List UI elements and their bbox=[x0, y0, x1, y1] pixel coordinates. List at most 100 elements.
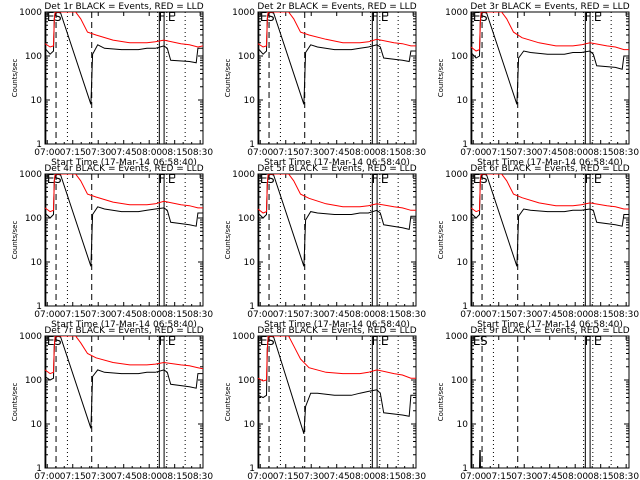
x-tick-label: 08:30 bbox=[187, 148, 213, 158]
x-tick-label: 08:30 bbox=[187, 310, 213, 320]
f-flag-label: F bbox=[372, 172, 379, 186]
y-tick-label: 100 bbox=[451, 52, 468, 62]
events-series-line bbox=[258, 336, 416, 434]
x-tick-label: 08:15 bbox=[162, 148, 188, 158]
x-tick-label: 08:00 bbox=[349, 472, 375, 480]
plot-frame bbox=[44, 173, 204, 307]
y-tick-label: 10 bbox=[31, 96, 43, 106]
y-tick-label: 1 bbox=[249, 140, 255, 150]
y-tick-label: 10 bbox=[244, 258, 256, 268]
x-tick-label: 08:15 bbox=[588, 148, 614, 158]
s-flag-label: S bbox=[54, 10, 62, 24]
x-tick-label: 07:30 bbox=[511, 148, 537, 158]
y-tick-label: 100 bbox=[238, 214, 255, 224]
lld-series-line bbox=[45, 12, 203, 48]
y-axis-label: Counts/sec bbox=[437, 383, 445, 422]
lld-series-line bbox=[258, 174, 416, 214]
y-axis-label: Counts/sec bbox=[437, 221, 445, 260]
x-tick-label: 07:15 bbox=[486, 310, 512, 320]
x-tick-label: 08:15 bbox=[375, 472, 401, 480]
x-tick-label: 07:30 bbox=[85, 472, 111, 480]
plot-frame bbox=[257, 173, 417, 307]
f-flag-label: F bbox=[372, 334, 379, 348]
s-flag-label: S bbox=[267, 10, 275, 24]
s-flag-label: S bbox=[480, 10, 488, 24]
x-tick-label: 08:15 bbox=[375, 148, 401, 158]
y-tick-label: 1000 bbox=[19, 332, 42, 342]
x-tick-label: 08:00 bbox=[562, 310, 588, 320]
chart-panel-1: Det 1r BLACK = Events, RED = LLD 1 10 100 10… bbox=[11, 2, 213, 168]
x-tick-label: 07:00 bbox=[34, 310, 60, 320]
chart-panel-2: Det 2r BLACK = Events, RED = LLD 1 10 100 10… bbox=[224, 2, 426, 168]
events-series-line bbox=[258, 174, 416, 267]
x-tick-label: 08:15 bbox=[375, 310, 401, 320]
x-tick-label: 07:15 bbox=[486, 148, 512, 158]
x-tick-label: 08:00 bbox=[349, 310, 375, 320]
y-tick-label: 1000 bbox=[232, 170, 255, 180]
plot-frame bbox=[257, 335, 417, 469]
plot-frame bbox=[257, 11, 417, 145]
x-tick-label: 07:45 bbox=[111, 472, 137, 480]
e-flag-label: E bbox=[47, 172, 55, 186]
x-tick-label: 07:45 bbox=[111, 148, 137, 158]
x-tick-label: 07:30 bbox=[85, 310, 111, 320]
chart-panel-4: Det 4r BLACK = Events, RED = LLD 1 10 100 10… bbox=[11, 164, 213, 330]
x-tick-label: 07:15 bbox=[60, 310, 86, 320]
s-flag-label: S bbox=[267, 172, 275, 186]
chart-title: Det 1r BLACK = Events, RED = LLD bbox=[44, 2, 203, 12]
y-tick-label: 1000 bbox=[19, 170, 42, 180]
chart-panel-8: Det 8r BLACK = Events, RED = LLD 1 10 100 10… bbox=[224, 326, 426, 480]
x-axis-label: Start Time (17-Mar-14 06:58:40) bbox=[51, 320, 197, 330]
e-flag-label: E bbox=[473, 10, 481, 24]
s-flag-label: S bbox=[480, 172, 488, 186]
y-tick-label: 100 bbox=[238, 376, 255, 386]
chart-title: Det 9r BLACK = Events, RED = LLD bbox=[470, 326, 629, 336]
e-flag-label: E bbox=[260, 172, 268, 186]
y-tick-label: 10 bbox=[244, 420, 256, 430]
y-tick-label: 1000 bbox=[445, 170, 468, 180]
e-flag-label: E bbox=[47, 10, 55, 24]
s-flag-label: S bbox=[54, 172, 62, 186]
x-tick-label: 08:30 bbox=[613, 310, 639, 320]
x-tick-label: 07:15 bbox=[486, 472, 512, 480]
e-flag-label: E bbox=[260, 10, 268, 24]
y-tick-label: 10 bbox=[457, 420, 469, 430]
x-axis-label: Start Time (17-Mar-14 06:58:40) bbox=[264, 320, 410, 330]
x-tick-label: 08:00 bbox=[136, 148, 162, 158]
y-tick-label: 100 bbox=[25, 376, 42, 386]
chart-title: Det 3r BLACK = Events, RED = LLD bbox=[470, 2, 629, 12]
y-tick-label: 100 bbox=[451, 376, 468, 386]
y-tick-label: 1 bbox=[36, 302, 42, 312]
y-axis-label: Counts/sec bbox=[11, 221, 19, 260]
y-tick-label: 1 bbox=[462, 140, 468, 150]
lld-series-line bbox=[258, 336, 416, 382]
plot-frame bbox=[470, 173, 630, 307]
y-tick-label: 10 bbox=[31, 420, 43, 430]
e-flag-label: E bbox=[594, 334, 602, 348]
x-tick-label: 07:30 bbox=[298, 310, 324, 320]
s-flag-label: S bbox=[267, 334, 275, 348]
x-tick-label: 07:45 bbox=[111, 310, 137, 320]
y-tick-label: 10 bbox=[244, 96, 256, 106]
chart-title: Det 6r BLACK = Events, RED = LLD bbox=[470, 164, 629, 174]
chart-panel-9: Det 9r BLACK = Events, RED = LLD 1 10 100 10… bbox=[437, 326, 639, 480]
e-flag-label: E bbox=[168, 172, 176, 186]
x-tick-label: 07:00 bbox=[460, 472, 486, 480]
y-tick-label: 1000 bbox=[19, 8, 42, 18]
y-axis-label: Counts/sec bbox=[224, 59, 232, 98]
events-series-line bbox=[471, 12, 629, 105]
f-flag-label: F bbox=[585, 10, 592, 24]
x-tick-label: 08:00 bbox=[136, 310, 162, 320]
x-tick-label: 08:00 bbox=[562, 472, 588, 480]
f-flag-label: F bbox=[585, 334, 592, 348]
x-tick-label: 07:15 bbox=[60, 472, 86, 480]
e-flag-label: E bbox=[381, 172, 389, 186]
y-tick-label: 10 bbox=[457, 258, 469, 268]
x-tick-label: 07:15 bbox=[273, 310, 299, 320]
y-tick-label: 1 bbox=[249, 464, 255, 474]
x-tick-label: 07:45 bbox=[537, 148, 563, 158]
f-flag-label: F bbox=[159, 172, 166, 186]
y-axis-label: Counts/sec bbox=[437, 59, 445, 98]
e-flag-label: E bbox=[168, 10, 176, 24]
